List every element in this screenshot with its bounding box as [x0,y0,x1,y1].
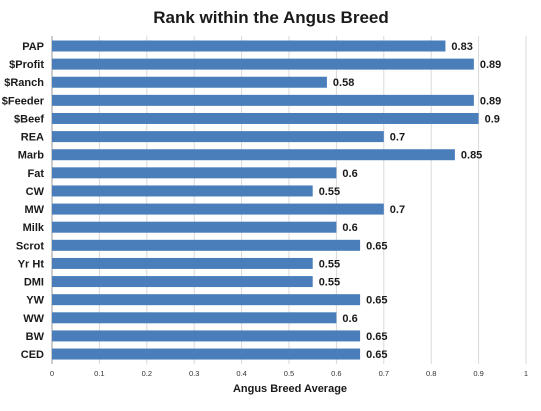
x-tick-label: 0.1 [94,369,104,378]
bar [52,167,337,179]
category-label: Marb [18,150,45,162]
bar-value-label: 0.65 [366,240,387,252]
bar-value-label: 0.55 [319,277,340,289]
x-tick-label: 1 [524,369,528,378]
x-tick-label: 0.5 [284,369,294,378]
bar [52,221,337,233]
bar-value-label: 0.65 [366,331,387,343]
x-tick-label: 0.3 [189,369,199,378]
category-label: DMI [24,277,44,289]
category-label: Fat [28,168,45,180]
bar [52,203,384,215]
bar [52,40,446,52]
bar-value-label: 0.6 [342,222,357,234]
category-label: CW [26,186,45,198]
bar [52,112,479,124]
category-label: YW [26,295,44,307]
x-tick-label: 0.4 [236,369,246,378]
bar [52,185,313,197]
bar [52,330,361,342]
bar-value-label: 0.58 [333,77,354,89]
category-label: BW [26,331,45,343]
bar-value-label: 0.55 [319,186,340,198]
bar [52,312,337,324]
gridlines [51,36,527,364]
bar [52,58,474,70]
bar-value-label: 0.7 [390,204,405,216]
bar [52,239,361,251]
category-label: PAP [22,41,44,53]
bars [52,40,479,360]
bar-value-label: 0.6 [342,168,357,180]
category-label: $Profit [9,59,44,71]
bar-value-label: 0.55 [319,258,340,270]
category-label: Milk [23,222,45,234]
bar-value-label: 0.83 [451,41,472,53]
bar-value-label: 0.89 [480,95,501,107]
bar-value-label: 0.85 [461,150,482,162]
bar [52,149,455,161]
x-tick-label: 0.8 [426,369,436,378]
x-axis-ticks: 0 0.1 0.2 0.3 0.4 0.5 0.6 0.7 0.8 0.9 1 [50,369,528,378]
x-axis-label: Angus Breed Average [233,383,347,395]
x-tick-label: 0.9 [473,369,483,378]
bar-value-label: 0.65 [366,295,387,307]
x-tick-label: 0.7 [379,369,389,378]
bar-value-label: 0.65 [366,349,387,361]
data-labels: 0.830.890.580.890.90.70.850.60.550.70.60… [319,41,502,361]
bar [52,294,361,306]
category-label: Yr Ht [18,258,45,270]
bar-value-label: 0.7 [390,132,405,144]
category-label: $Ranch [4,77,44,89]
x-tick-label: 0.2 [142,369,152,378]
category-labels: PAP $Profit $Ranch $Feeder $Beef REA Marb Fat CW… [2,41,45,361]
category-label: MW [24,204,44,216]
category-label: REA [21,132,44,144]
x-tick-label: 0.6 [331,369,341,378]
bar [52,131,384,143]
chart-title: Rank within the Angus Breed [153,8,389,27]
bar [52,257,313,269]
bar [52,348,361,360]
bar-value-label: 0.89 [480,59,501,71]
category-label: CED [21,349,44,361]
bar [52,276,313,288]
category-label: $Feeder [2,95,45,107]
bar [52,76,327,88]
category-label: $Beef [14,113,44,125]
bar-value-label: 0.6 [342,313,357,325]
bar-value-label: 0.9 [485,113,500,125]
category-label: WW [23,313,44,325]
category-label: Scrot [16,240,44,252]
x-tick-label: 0 [50,369,54,378]
bar [52,94,474,106]
